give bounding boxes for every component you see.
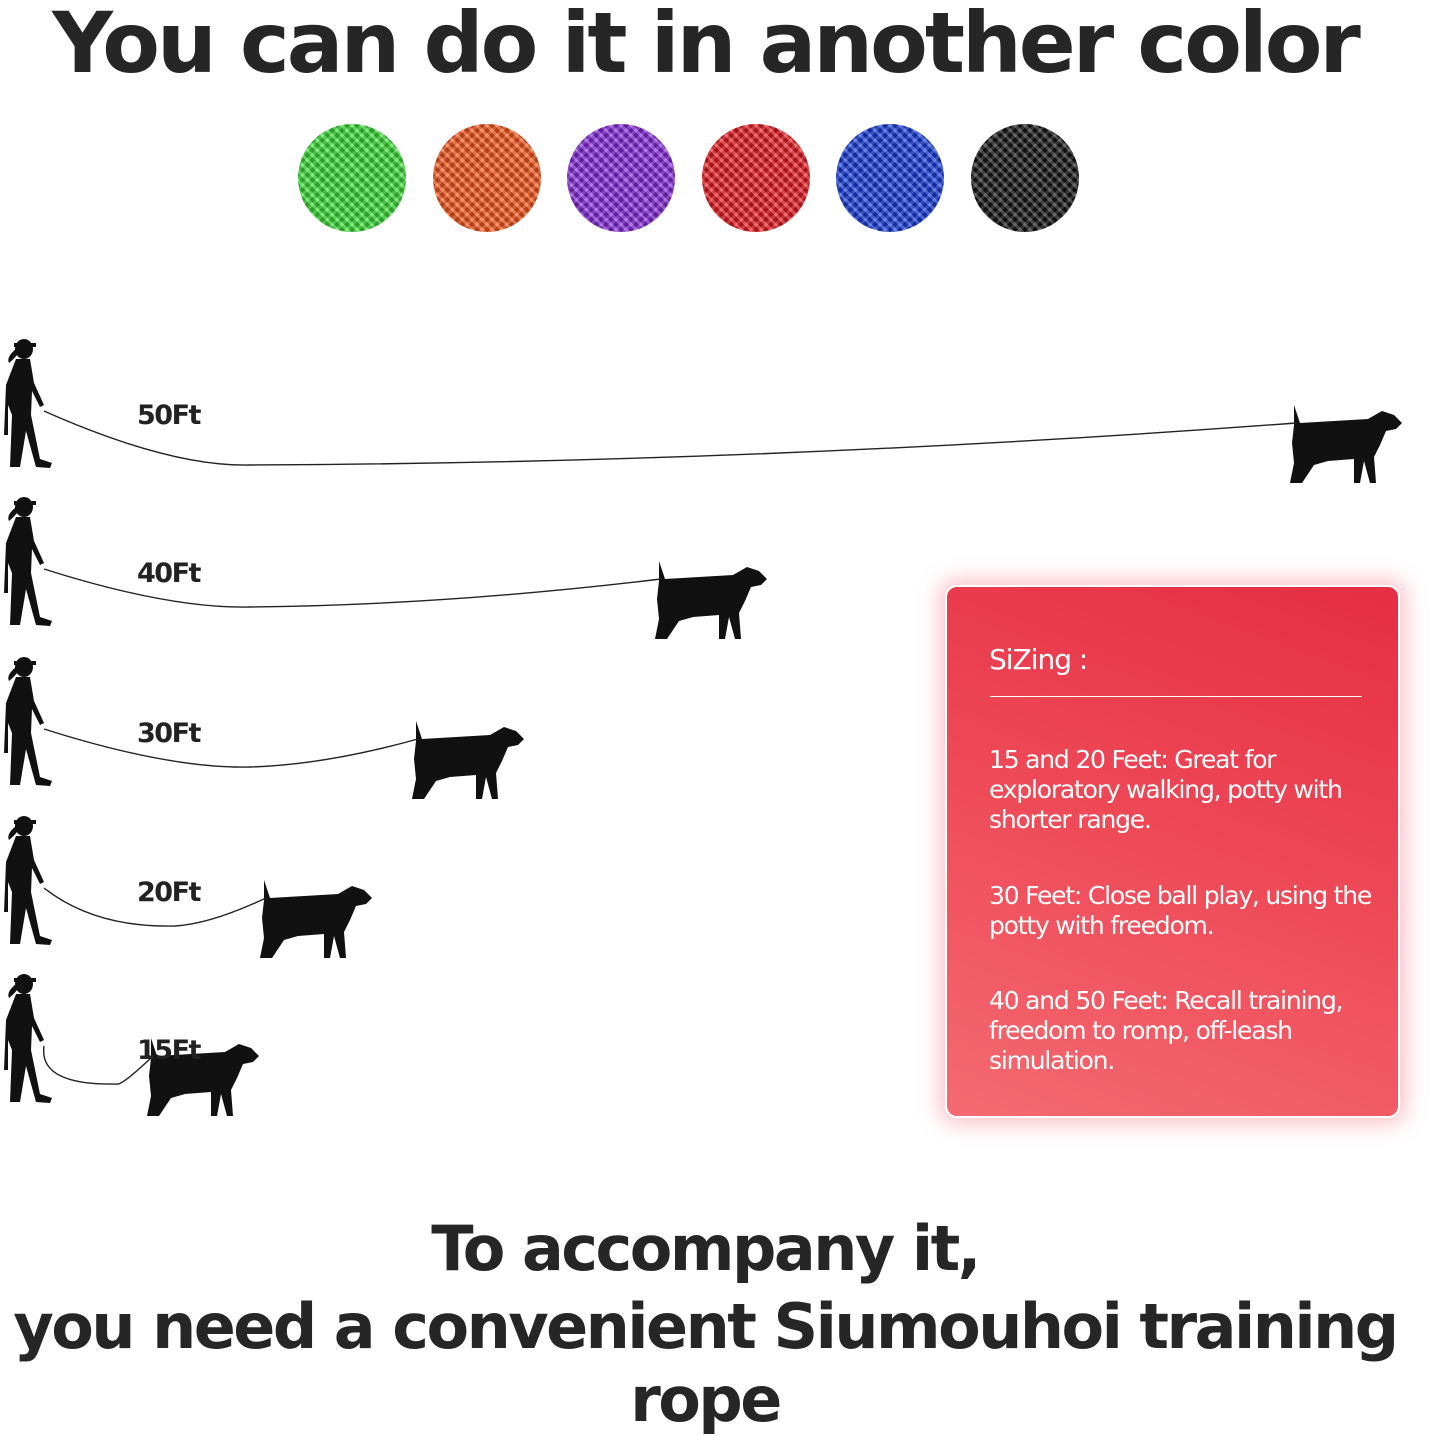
swatch-purple[interactable] — [567, 124, 675, 232]
dog-icon — [1290, 405, 1402, 483]
leash-length-illustration — [4, 339, 1402, 1116]
swatch-orange[interactable] — [433, 124, 541, 232]
leash-line — [43, 728, 419, 768]
headline: You can do it in another color — [52, 0, 1361, 92]
dog-icon — [655, 561, 767, 639]
sizing-item: 15 and 20 Feet: Great for exploratory wa… — [989, 745, 1343, 834]
leash-line — [43, 568, 662, 608]
length-label: 30Ft — [137, 718, 201, 749]
swatch-green[interactable] — [298, 124, 406, 232]
walker-icon — [4, 657, 52, 786]
length-label: 15Ft — [137, 1035, 201, 1066]
walker-icon — [4, 816, 52, 945]
length-label: 40Ft — [137, 558, 201, 589]
walker-icon — [4, 974, 52, 1103]
length-label: 50Ft — [137, 400, 201, 431]
leash-line — [43, 410, 1297, 466]
dog-icon — [412, 721, 524, 799]
sizing-item: 40 and 50 Feet: Recall training, freedom… — [989, 986, 1344, 1075]
walker-icon — [4, 497, 52, 626]
swatch-red[interactable] — [702, 124, 810, 232]
sizing-item: 30 Feet: Close ball play, using the pott… — [989, 881, 1372, 940]
length-label: 20Ft — [137, 877, 201, 908]
swatch-blue[interactable] — [836, 124, 944, 232]
footer-line-1: To accompany it, — [431, 1212, 981, 1285]
sizing-panel: SiZing : 15 and 20 Feet: Great for explo… — [945, 585, 1400, 1118]
leash-line — [43, 1045, 154, 1085]
leash-line — [43, 887, 267, 927]
divider — [990, 696, 1362, 697]
swatch-black[interactable] — [971, 124, 1079, 232]
dog-icon — [260, 880, 372, 958]
sizing-heading: SiZing : — [989, 643, 1088, 676]
footer-line-2: you need a convenient Siumouhoi training… — [13, 1290, 1399, 1436]
walker-icon — [4, 339, 52, 468]
